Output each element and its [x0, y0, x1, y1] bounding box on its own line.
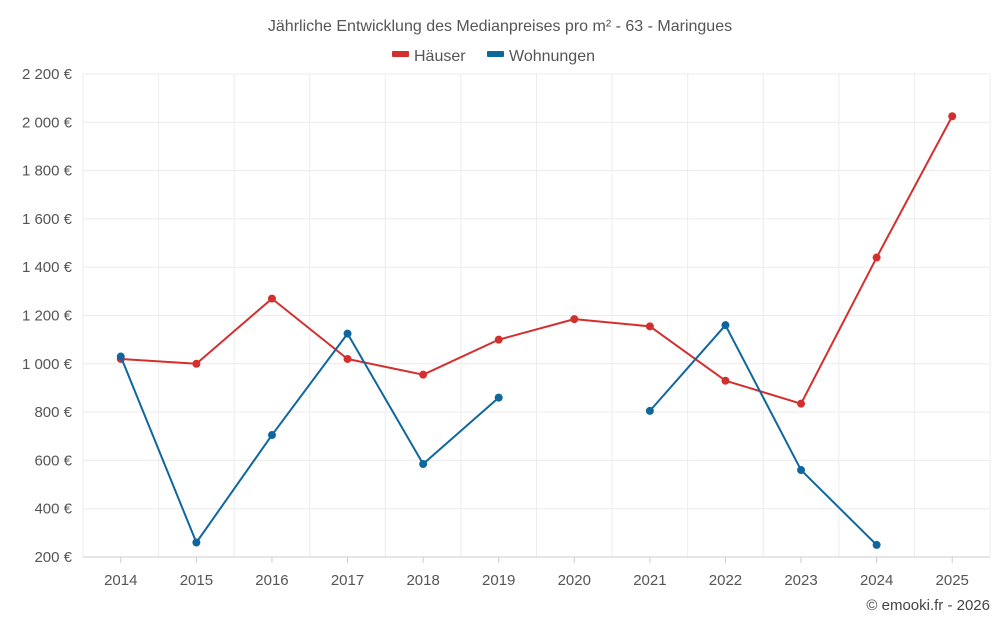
- y-tick-label: 2 200 €: [22, 66, 73, 83]
- series-line: [120, 115, 954, 405]
- x-tick-label: 2020: [558, 572, 591, 589]
- y-tick-label: 800 €: [34, 404, 72, 421]
- data-point[interactable]: [948, 112, 957, 121]
- legend-label: Wohnungen: [509, 48, 595, 65]
- data-point[interactable]: [645, 406, 654, 415]
- series-1: [116, 321, 881, 549]
- x-tick-label: 2019: [482, 572, 515, 589]
- legend-item[interactable]: Wohnungen: [487, 48, 595, 65]
- y-tick-label: 400 €: [34, 501, 72, 518]
- series-line: [649, 324, 878, 546]
- x-tick-label: 2023: [784, 572, 817, 589]
- x-tick-label: 2017: [331, 572, 364, 589]
- x-tick-label: 2022: [709, 572, 742, 589]
- chart-title: Jährliche Entwicklung des Medianpreises …: [268, 18, 732, 35]
- x-tick-label: 2016: [255, 572, 288, 589]
- data-point[interactable]: [192, 359, 201, 368]
- data-point[interactable]: [721, 376, 730, 385]
- footer-credit: © emooki.fr - 2026: [866, 597, 990, 614]
- data-point[interactable]: [267, 294, 276, 303]
- x-tick-label: 2024: [860, 572, 893, 589]
- data-point[interactable]: [419, 370, 428, 379]
- data-point[interactable]: [116, 352, 125, 361]
- x-tick-label: 2015: [180, 572, 213, 589]
- y-tick-label: 2 000 €: [22, 114, 73, 131]
- legend-item[interactable]: Häuser: [392, 48, 466, 65]
- y-tick-label: 1 800 €: [22, 163, 73, 180]
- x-tick-label: 2021: [633, 572, 666, 589]
- data-point[interactable]: [494, 393, 503, 402]
- x-tick-label: 2018: [406, 572, 439, 589]
- data-point[interactable]: [645, 322, 654, 331]
- y-tick-label: 600 €: [34, 452, 72, 469]
- data-point[interactable]: [267, 431, 276, 440]
- data-point[interactable]: [872, 253, 881, 262]
- series-line: [119, 332, 500, 544]
- data-point[interactable]: [419, 460, 428, 469]
- chart-grid: [82, 73, 991, 558]
- data-point[interactable]: [797, 399, 806, 408]
- data-point[interactable]: [570, 315, 579, 324]
- y-tick-label: 200 €: [34, 549, 72, 566]
- legend-label: Häuser: [414, 48, 466, 65]
- legend-swatch: [392, 51, 409, 57]
- legend-swatch: [487, 51, 504, 57]
- data-point[interactable]: [192, 538, 201, 547]
- y-axis: 200 € 400 € 600 € 800 € 1 000 € 1 200 € 1 400 …: [22, 66, 73, 566]
- chart-legend: Häuser Wohnungen: [392, 48, 595, 65]
- data-point[interactable]: [343, 354, 352, 363]
- data-point[interactable]: [494, 335, 503, 344]
- data-point[interactable]: [797, 466, 806, 475]
- x-tick-label: 2014: [104, 572, 137, 589]
- data-point[interactable]: [343, 329, 352, 338]
- x-axis: 2014 2015 2016 2017 2018 2019 2020 2021 2022 2023…: [104, 557, 969, 589]
- y-tick-label: 1 000 €: [22, 356, 73, 373]
- data-point[interactable]: [721, 321, 730, 330]
- x-tick-label: 2025: [936, 572, 969, 589]
- data-point[interactable]: [872, 540, 881, 549]
- y-tick-label: 1 400 €: [22, 259, 73, 276]
- chart-series: [116, 112, 957, 549]
- y-tick-label: 1 200 €: [22, 308, 73, 325]
- y-tick-label: 1 600 €: [22, 211, 73, 228]
